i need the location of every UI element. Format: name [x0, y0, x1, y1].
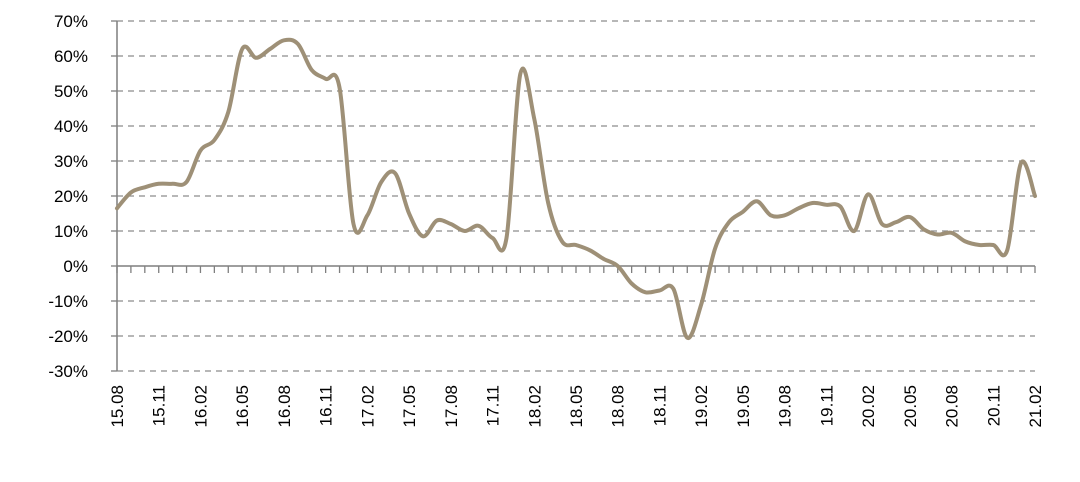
- x-tick-label: 18.02: [525, 385, 544, 428]
- x-tick-label: 19.02: [692, 385, 711, 428]
- x-tick-label: 20.05: [901, 385, 920, 428]
- y-tick-label: -10%: [48, 292, 88, 311]
- x-axis-tick-labels: 15.08 15.11 16.02 16.05 16.08 16.11 17.02 17.05…: [108, 385, 1045, 428]
- x-tick-label: 19.08: [776, 385, 795, 428]
- x-tick-label: 17.05: [400, 385, 419, 428]
- y-tick-label: 70%: [54, 12, 88, 31]
- x-tick-label: 15.11: [150, 385, 169, 426]
- x-tick-label: 17.11: [484, 385, 503, 426]
- y-tick-label: 50%: [54, 82, 88, 101]
- x-tick-label: 16.05: [233, 385, 252, 428]
- x-tick-label: 16.02: [191, 385, 210, 428]
- x-tick-label: 19.05: [734, 385, 753, 428]
- x-tick-label: 20.02: [859, 385, 878, 428]
- x-tick-label: 16.08: [275, 385, 294, 428]
- y-tick-label: 40%: [54, 117, 88, 136]
- x-tick-label: 16.11: [317, 385, 336, 426]
- series-line: [115, 37, 1037, 340]
- x-tick-label: 20.11: [984, 385, 1003, 426]
- x-tick-label: 17.02: [358, 385, 377, 428]
- y-tick-label: 20%: [54, 187, 88, 206]
- x-tick-label: 20.08: [943, 385, 962, 428]
- x-tick-label: 21.02: [1026, 385, 1045, 428]
- series-layer: [115, 37, 1037, 340]
- y-tick-label: 10%: [54, 222, 88, 241]
- y-tick-label: -30%: [48, 362, 88, 381]
- x-tick-label: 19.11: [817, 385, 836, 426]
- y-axis-tick-labels: 70% 60% 50% 40% 30% 20% 10% 0% -10% -20% -30%: [48, 12, 88, 381]
- x-tick-label: 17.08: [442, 385, 461, 428]
- y-tick-label: 60%: [54, 47, 88, 66]
- gridlines: [117, 20, 1035, 372]
- y-tick-label: -20%: [48, 327, 88, 346]
- x-tick-label: 18.05: [567, 385, 586, 428]
- x-tick-label: 15.08: [108, 385, 127, 428]
- axes: [111, 20, 1036, 372]
- y-tick-label: 0%: [63, 257, 88, 276]
- x-tick-label: 18.08: [609, 385, 628, 428]
- x-tick-label: 18.11: [650, 385, 669, 426]
- y-tick-label: 30%: [54, 152, 88, 171]
